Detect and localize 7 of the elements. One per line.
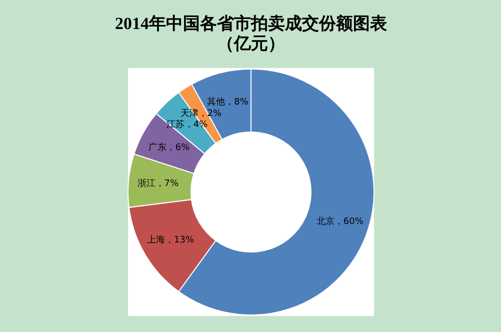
text: （亿元）: [217, 34, 285, 53]
slice-label: 其他，8%: [207, 96, 249, 108]
slice-label: 广东，6%: [148, 142, 190, 153]
slice-label: 浙江，7%: [137, 178, 179, 190]
slice-label: 北京，60%: [316, 216, 364, 227]
text: 2014年中国各省市拍卖成交份额图表: [115, 14, 387, 33]
slice-label: 上海，13%: [147, 234, 194, 246]
